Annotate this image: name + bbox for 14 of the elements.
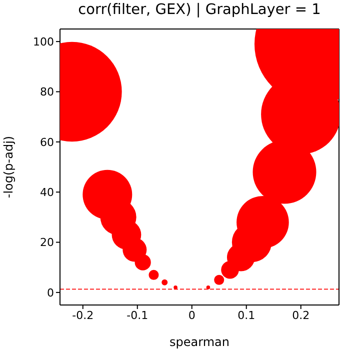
y-tick-label: 0 xyxy=(47,286,54,300)
chart-title: corr(filter, GEX) | GraphLayer = 1 xyxy=(77,2,322,18)
x-tick-label: 0 xyxy=(188,308,196,322)
x-tick-label: -0.2 xyxy=(72,308,94,322)
y-tick-label: 20 xyxy=(40,236,54,250)
y-tick-label: 40 xyxy=(40,186,54,199)
x-tick-label: -0.1 xyxy=(126,308,148,322)
y-tick-label: 60 xyxy=(40,136,54,149)
y-axis-title: -log(p-adj) xyxy=(1,136,16,198)
x-tick-label: 0.2 xyxy=(292,308,310,322)
x-tick-label: 0.1 xyxy=(238,308,256,322)
x-axis-title: spearman xyxy=(170,335,230,349)
y-tick-label: 80 xyxy=(40,86,54,99)
y-tick-label: 100 xyxy=(33,35,54,48)
